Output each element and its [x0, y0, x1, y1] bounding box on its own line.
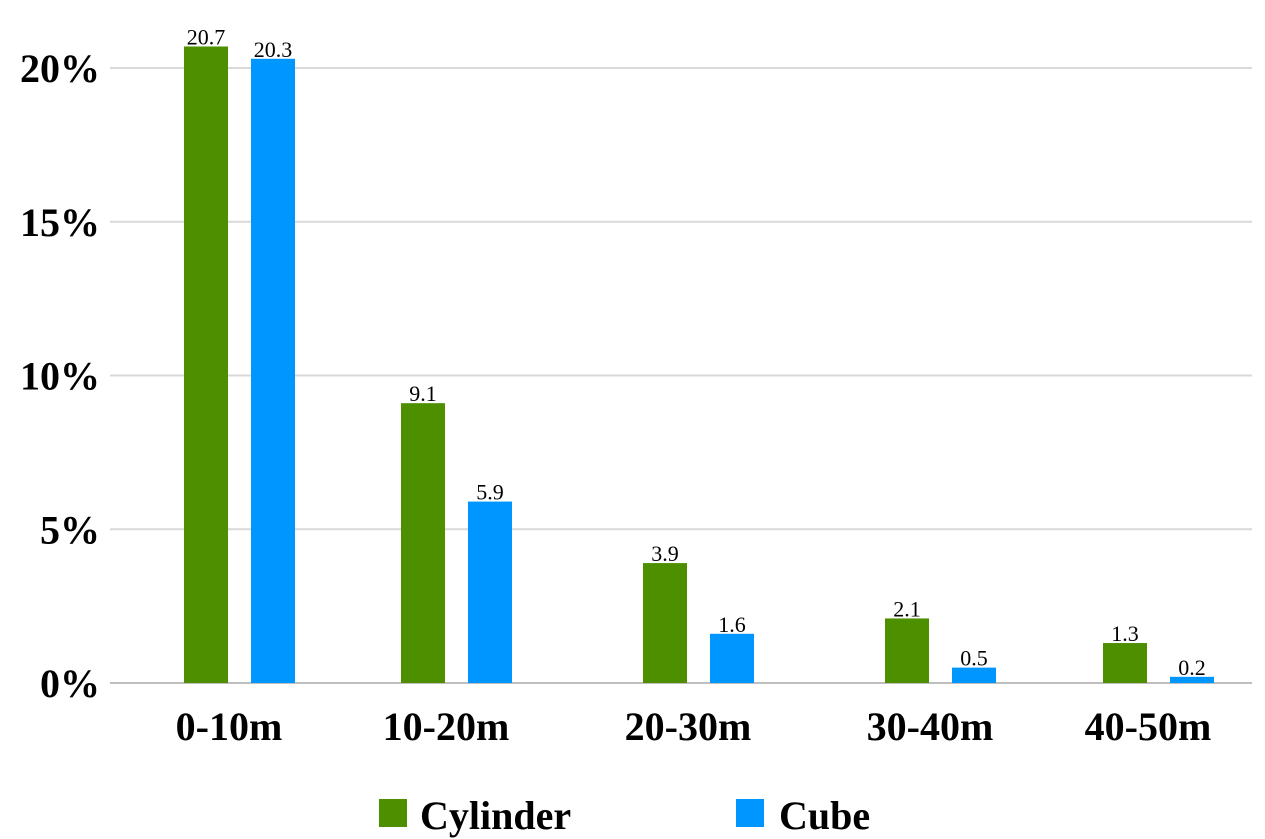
- bar-cylinder-40-50m: [1103, 643, 1147, 683]
- bar-cylinder-0-10m: [184, 46, 228, 684]
- data-label-cylinder-0-10m: 20.7: [187, 24, 226, 49]
- data-label-cube-30-40m: 0.5: [960, 646, 988, 671]
- x-category-label-40-50m: 40-50m: [1085, 704, 1212, 749]
- bar-cube-40-50m: [1170, 676, 1214, 683]
- x-category-label-30-40m: 30-40m: [867, 704, 994, 749]
- x-axis-categories: 0-10m 10-20m 20-30m 30-40m 40-50m: [176, 704, 1212, 749]
- data-label-cube-40-50m: 0.2: [1178, 655, 1206, 680]
- data-label-cylinder-10-20m: 9.1: [409, 381, 437, 406]
- data-label-cylinder-30-40m: 2.1: [893, 596, 921, 621]
- legend-label-cylinder: Cylinder: [420, 793, 571, 838]
- bar-cube-20-30m: [710, 633, 754, 683]
- legend: Cylinder Cube: [379, 793, 870, 838]
- data-label-cube-20-30m: 1.6: [718, 612, 746, 637]
- bar-cube-10-20m: [468, 501, 512, 683]
- y-tick-label-10: 10%: [20, 354, 100, 399]
- data-label-cube-0-10m: 20.3: [254, 37, 293, 62]
- bar-cylinder-30-40m: [885, 618, 929, 683]
- legend-swatch-cube: [736, 799, 764, 827]
- x-category-label-0-10m: 0-10m: [176, 704, 283, 749]
- data-label-cylinder-20-30m: 3.9: [651, 541, 679, 566]
- bar-cylinder-20-30m: [643, 563, 687, 683]
- legend-swatch-cylinder: [379, 799, 407, 827]
- bar-cylinder-10-20m: [401, 403, 445, 683]
- y-axis-ticks: 0% 5% 10% 15% 20%: [20, 46, 100, 706]
- y-tick-label-15: 15%: [20, 200, 100, 245]
- legend-label-cube: Cube: [779, 793, 870, 838]
- data-labels: 20.7 9.1 3.9 2.1 1.3 20.3 5.9 1.6 0.5 0.2: [187, 24, 1206, 679]
- data-label-cube-10-20m: 5.9: [476, 480, 504, 505]
- y-tick-label-0: 0%: [40, 661, 100, 706]
- gridlines: [110, 67, 1252, 684]
- y-tick-label-20: 20%: [20, 46, 100, 91]
- bar-cube-0-10m: [251, 58, 295, 683]
- data-label-cylinder-40-50m: 1.3: [1111, 621, 1139, 646]
- x-category-label-20-30m: 20-30m: [625, 704, 752, 749]
- bar-cube-30-40m: [952, 667, 996, 683]
- y-tick-label-5: 5%: [40, 507, 100, 552]
- bars: [184, 46, 1214, 684]
- x-category-label-10-20m: 10-20m: [383, 704, 510, 749]
